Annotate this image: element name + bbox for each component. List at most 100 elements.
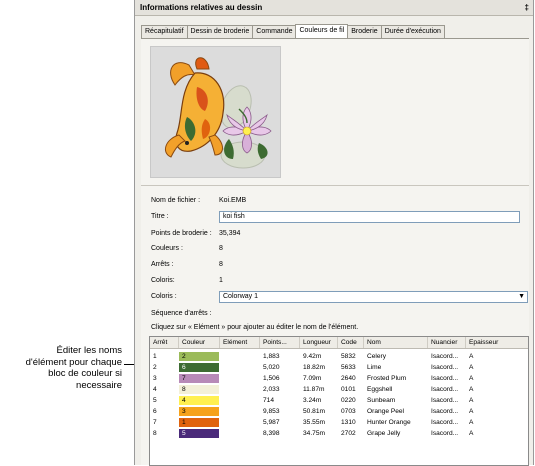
- cell-element[interactable]: [220, 351, 260, 362]
- header-name[interactable]: Nom: [364, 337, 428, 348]
- callout-line-4: necessaire: [76, 379, 122, 391]
- cell-length: 11.87m: [303, 386, 325, 393]
- stitch-count-value: 35,394: [219, 230, 241, 237]
- section-divider: [141, 185, 529, 186]
- cell-stop: 3: [153, 375, 157, 382]
- tab-summary[interactable]: Récapitulatif: [141, 25, 188, 38]
- cell-name: Celery: [367, 353, 387, 360]
- colorways-value: 1: [219, 277, 223, 284]
- tab-embroidery-design[interactable]: Dessin de broderie: [186, 25, 254, 38]
- color-swatch[interactable]: 6: [179, 363, 219, 372]
- cell-code: 5832: [341, 353, 356, 360]
- colorway-select[interactable]: Colorway 1 ▼: [219, 291, 528, 303]
- instruction-text: Cliquez sur « Elément » pour ajouter au …: [151, 324, 359, 331]
- cell-stop: 8: [153, 430, 157, 437]
- filename-label: Nom de fichier :: [151, 197, 201, 204]
- colorways-label: Coloris:: [151, 277, 175, 284]
- cell-name: Eggshell: [367, 386, 393, 393]
- color-swatch[interactable]: 4: [179, 396, 219, 405]
- cell-stop: 4: [153, 386, 157, 393]
- table-row[interactable]: 5 714 3.24m 0220 Sunbeam Isacord... A 4: [150, 395, 528, 406]
- cell-thickness: A: [469, 375, 474, 382]
- cell-length: 3.24m: [303, 397, 322, 404]
- cell-stitches: 9,853: [263, 408, 280, 415]
- cell-code: 2640: [341, 375, 356, 382]
- cell-code: 5633: [341, 364, 356, 371]
- cell-element[interactable]: [220, 395, 260, 406]
- table-row[interactable]: 8 8,398 34.75m 2702 Grape Jelly Isacord... A 5: [150, 428, 528, 439]
- cell-code: 1310: [341, 419, 356, 426]
- cell-name: Hunter Orange: [367, 419, 411, 426]
- colors-value: 8: [219, 245, 223, 252]
- colors-label: Couleurs :: [151, 245, 183, 252]
- tab-run-time[interactable]: Durée d'exécution: [380, 25, 445, 38]
- color-swatch[interactable]: 5: [179, 429, 219, 438]
- cell-length: 7.09m: [303, 375, 322, 382]
- cell-name: Frosted Plum: [367, 375, 407, 382]
- table-row[interactable]: 2 5,020 18.82m 5633 Lime Isacord... A 6: [150, 362, 528, 373]
- cell-stitches: 5,020: [263, 364, 280, 371]
- cell-chart: Isacord...: [431, 408, 459, 415]
- cell-stop: 5: [153, 397, 157, 404]
- header-length[interactable]: Longueur: [300, 337, 338, 348]
- header-thickness[interactable]: Epaisseur: [469, 339, 499, 346]
- cell-chart: Isacord...: [431, 419, 459, 426]
- color-swatch[interactable]: 7: [179, 374, 219, 383]
- cell-length: 18.82m: [303, 364, 325, 371]
- cell-element[interactable]: [220, 384, 260, 395]
- colorway-select-label: Coloris :: [151, 293, 177, 300]
- table-row[interactable]: 7 5,987 35.55m 1310 Hunter Orange Isacord... A…: [150, 417, 528, 428]
- tab-order[interactable]: Commande: [252, 25, 297, 38]
- dropdown-arrow-icon[interactable]: ▼: [518, 293, 525, 300]
- cell-stop: 1: [153, 353, 157, 360]
- color-swatch[interactable]: 1: [179, 418, 219, 427]
- cell-length: 50.81m: [303, 408, 325, 415]
- table-row[interactable]: 4 2,033 11.87m 0101 Eggshell Isacord... A 8: [150, 384, 528, 395]
- tab-thread-colors[interactable]: Couleurs de fil: [295, 24, 349, 38]
- cell-thickness: A: [469, 397, 474, 404]
- header-code[interactable]: Code: [338, 337, 364, 348]
- table-row[interactable]: 6 9,853 50.81m 0703 Orange Peel Isacord... A 3: [150, 406, 528, 417]
- cell-stop: 6: [153, 408, 157, 415]
- pin-icon[interactable]: ‡: [524, 3, 529, 12]
- cell-chart: Isacord...: [431, 364, 459, 371]
- header-element[interactable]: Elément: [220, 337, 260, 348]
- cell-element[interactable]: [220, 362, 260, 373]
- tab-strip: Récapitulatif Dessin de broderie Command…: [141, 24, 445, 38]
- color-swatch[interactable]: 3: [179, 407, 219, 416]
- filename-value: Koi.EMB: [219, 197, 247, 204]
- cell-element[interactable]: [220, 373, 260, 384]
- cell-chart: Isacord...: [431, 430, 459, 437]
- cell-thickness: A: [469, 364, 474, 371]
- cell-length: 34.75m: [303, 430, 325, 437]
- color-swatch[interactable]: 8: [179, 385, 219, 394]
- cell-thickness: A: [469, 430, 474, 437]
- cell-element[interactable]: [220, 406, 260, 417]
- cell-element[interactable]: [220, 417, 260, 428]
- thread-color-grid: Arrêt Couleur Elément Points... Longueur…: [149, 336, 529, 466]
- header-chart[interactable]: Nuancier: [428, 337, 466, 348]
- panel-title-text: Informations relatives au dessin: [140, 3, 263, 12]
- header-color[interactable]: Couleur: [179, 337, 220, 348]
- cell-name: Sunbeam: [367, 397, 396, 404]
- cell-stitches: 5,987: [263, 419, 280, 426]
- header-stitches[interactable]: Points...: [260, 337, 300, 348]
- cell-stitches: 714: [263, 397, 275, 404]
- tab-content: Nom de fichier : Koi.EMB Titre : koi fis…: [141, 38, 529, 466]
- stitch-count-label: Points de broderie :: [151, 230, 212, 237]
- callout-line-1: Éditer les noms: [56, 345, 122, 356]
- title-input[interactable]: koi fish: [219, 211, 520, 223]
- header-stop[interactable]: Arrêt: [150, 337, 179, 348]
- cell-stitches: 1,883: [263, 353, 280, 360]
- table-row[interactable]: 1 1,883 9.42m 5832 Celery Isacord... A 2: [150, 351, 528, 362]
- colorway-select-value: Colorway 1: [223, 293, 259, 300]
- cell-thickness: A: [469, 408, 474, 415]
- cell-code: 2702: [341, 430, 356, 437]
- tab-embroidery[interactable]: Broderie: [347, 25, 382, 38]
- design-preview: [150, 46, 281, 178]
- table-row[interactable]: 3 1,506 7.09m 2640 Frosted Plum Isacord... A 7: [150, 373, 528, 384]
- cell-element[interactable]: [220, 428, 260, 439]
- color-swatch[interactable]: 2: [179, 352, 219, 361]
- callout-annotation: Éditer les noms d'élément pour chaque bl…: [0, 345, 122, 391]
- panel-title: Informations relatives au dessin ‡: [135, 0, 533, 16]
